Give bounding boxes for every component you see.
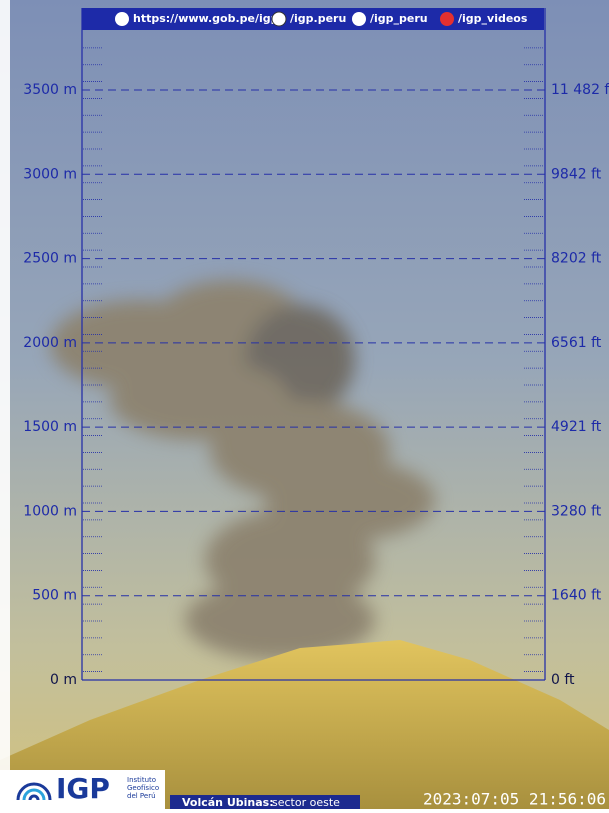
left-edge xyxy=(0,0,10,809)
header-link: /igp.peru xyxy=(290,12,346,25)
logo-subtitle: Instituto xyxy=(127,776,156,784)
left-label: 500 m xyxy=(32,588,77,604)
caption-place: Volcán Ubinas: xyxy=(182,796,274,809)
caption-sector: sector oeste xyxy=(272,796,340,809)
left-label: 3500 m xyxy=(23,82,77,98)
ash-plume xyxy=(50,280,435,660)
link-icon xyxy=(115,12,129,26)
logo-name: IGP xyxy=(56,772,110,805)
header-bar xyxy=(82,8,544,30)
header-link: /igp_videos xyxy=(458,12,528,25)
link-icon xyxy=(440,12,454,26)
link-icon xyxy=(271,11,287,27)
right-label: 9842 ft xyxy=(551,166,602,182)
right-label: 8202 ft xyxy=(551,251,602,267)
right-label: 0 ft xyxy=(551,672,575,688)
left-label: 3000 m xyxy=(23,166,77,182)
right-label: 3280 ft xyxy=(551,503,602,519)
link-icon xyxy=(352,12,366,26)
right-label: 11 482 ft xyxy=(551,82,609,98)
logo-mark xyxy=(16,782,52,801)
logo-subtitle: Geofísico xyxy=(127,784,159,792)
timestamp: 2023:07:05 21:56:06 xyxy=(423,790,606,809)
caption-bar xyxy=(170,795,360,809)
left-label: 2500 m xyxy=(23,251,77,267)
header-link: https://www.gob.pe/igp xyxy=(133,12,279,25)
height-scale xyxy=(81,8,546,681)
left-label: 1000 m xyxy=(23,503,77,519)
left-label: 2000 m xyxy=(23,335,77,351)
left-label: 0 m xyxy=(50,672,77,688)
logo-subtitle: del Perú xyxy=(127,792,156,800)
left-label: 1500 m xyxy=(23,419,77,435)
volcano xyxy=(0,640,609,809)
logo-box xyxy=(0,770,165,809)
right-label: 4921 ft xyxy=(551,419,602,435)
right-label: 6561 ft xyxy=(551,335,602,351)
header-link: /igp_peru xyxy=(370,12,428,25)
right-label: 1640 ft xyxy=(551,588,602,604)
